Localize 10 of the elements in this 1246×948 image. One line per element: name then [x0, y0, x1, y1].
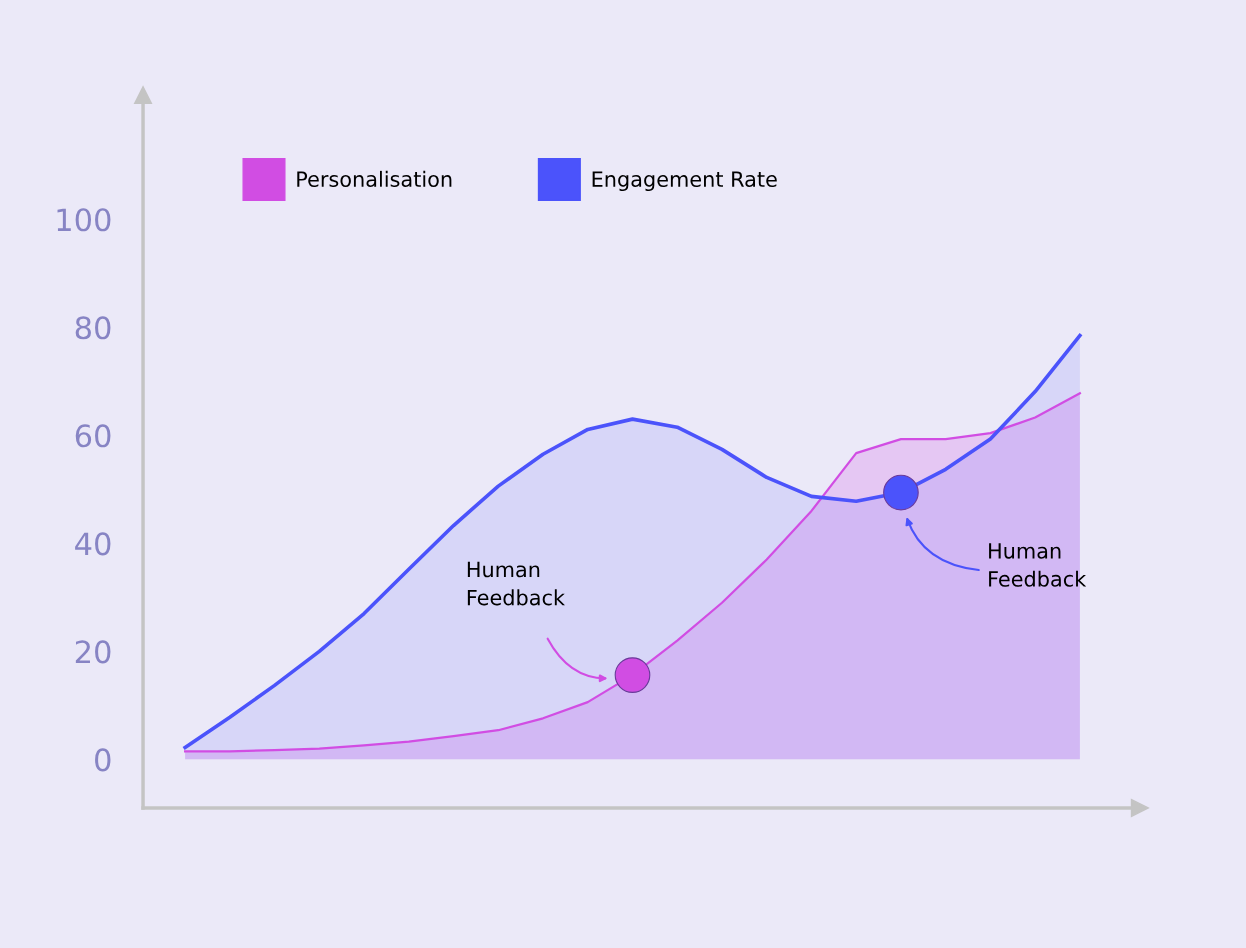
- legend-label: Personalisation: [297, 170, 452, 187]
- annotation: Human Feedback: [467, 561, 565, 606]
- y-tick-label: 0: [95, 748, 111, 772]
- y-tick-label: 80: [75, 316, 111, 340]
- y-tick-label: 100: [57, 208, 111, 232]
- y-tick-label: 60: [75, 424, 111, 448]
- legend-label: Engagement Rate: [592, 171, 777, 192]
- y-tick-label: 20: [75, 640, 111, 664]
- annotation: Human Feedback: [989, 543, 1087, 587]
- y-tick-label: 40: [75, 532, 111, 556]
